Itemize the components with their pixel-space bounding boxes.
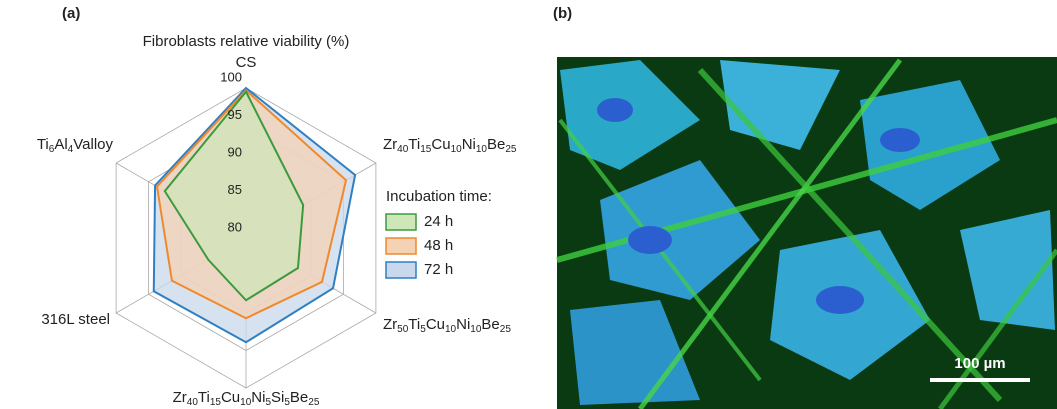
series-area (163, 89, 305, 302)
r-tick-label: 80 (228, 219, 242, 234)
r-tick-label: 90 (228, 144, 242, 159)
panel-label: (b) (553, 5, 572, 22)
micrograph (556, 57, 1057, 409)
category-label: Ti6Al4Valloy (37, 136, 114, 155)
category-label: CS (236, 54, 257, 71)
r-tick-label: 100 (220, 69, 242, 84)
legend-label: 24 h (424, 213, 453, 230)
legend-swatch (385, 237, 417, 255)
category-label: Zr40Ti15Cu10Ni10Be25 (383, 136, 517, 155)
legend-swatch (385, 261, 417, 279)
scale-bar-label: 100 µm (954, 355, 1005, 372)
r-tick-label: 85 (228, 182, 242, 197)
legend-title: Incubation time: (386, 188, 492, 205)
chart-title: Fibroblasts relative viability (%) (143, 33, 350, 50)
legend-label: 48 h (424, 237, 453, 254)
category-label: Zr40Ti15Cu10Ni5Si5Be25 (173, 389, 320, 408)
category-label: 316L steel (41, 311, 110, 328)
legend-swatch (385, 213, 417, 231)
series-areas (152, 86, 357, 344)
r-tick-label: 95 (228, 107, 242, 122)
panel-label: (a) (62, 5, 80, 22)
legend-label: 72 h (424, 261, 453, 278)
category-label: Zr50Ti5Cu10Ni10Be25 (383, 316, 511, 335)
